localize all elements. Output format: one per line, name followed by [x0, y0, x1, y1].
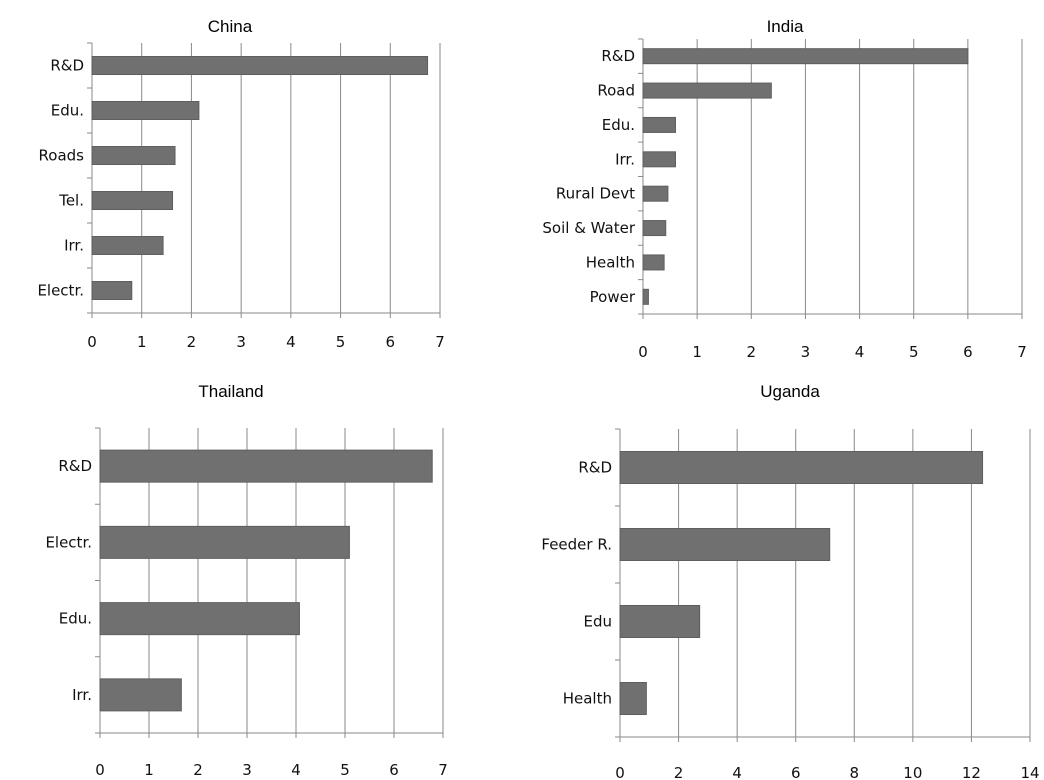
- india-x-tick-label: 6: [963, 343, 973, 361]
- uganda-bar: [619, 528, 831, 561]
- india-x-tick-label: 0: [638, 343, 648, 361]
- china-category-label: Roads: [39, 147, 85, 165]
- india-category-label: Irr.: [615, 150, 635, 168]
- china-x-tick-label: 7: [435, 333, 445, 351]
- uganda-x-tick-label: 8: [850, 764, 860, 780]
- uganda-category-label: R&D: [578, 459, 612, 477]
- india-bar: [642, 48, 969, 65]
- thailand-x-tick-label: 2: [193, 761, 203, 779]
- china-category-label: Electr.: [37, 282, 84, 300]
- india-x-tick-label: 3: [801, 343, 811, 361]
- thailand-x-tick-label: 5: [340, 761, 350, 779]
- china-x-tick-label: 5: [336, 333, 346, 351]
- india-category-label: Health: [586, 253, 635, 271]
- china-bar: [91, 191, 174, 210]
- thailand-bar: [99, 449, 433, 483]
- thailand-bar: [99, 602, 300, 636]
- india-bar: [642, 288, 649, 305]
- china-bar: [91, 146, 176, 165]
- thailand-x-tick-label: 1: [144, 761, 154, 779]
- thailand-category-label: R&D: [58, 457, 92, 475]
- china-category-label: Tel.: [58, 192, 84, 210]
- china-category-label: R&D: [50, 57, 84, 75]
- thailand-category-label: Electr.: [45, 533, 92, 551]
- india-category-label: Soil & Water: [542, 219, 635, 237]
- thailand-x-tick-label: 7: [438, 761, 448, 779]
- china-x-tick-label: 1: [137, 333, 147, 351]
- thailand-category-label: Irr.: [72, 686, 92, 704]
- india-bar: [642, 151, 676, 168]
- china-bar: [91, 281, 133, 300]
- china-bar: [91, 56, 429, 75]
- uganda-x-tick-label: 2: [674, 764, 684, 780]
- india-x-tick-label: 2: [747, 343, 757, 361]
- china-category-label: Edu.: [51, 102, 84, 120]
- india-bar: [642, 116, 676, 133]
- thailand-x-tick-label: 3: [242, 761, 252, 779]
- india-chart-title: India: [767, 17, 804, 36]
- thailand-bar: [99, 525, 350, 559]
- india-category-label: Rural Devt: [556, 185, 635, 203]
- india-x-tick-label: 4: [855, 343, 865, 361]
- uganda-category-label: Edu: [583, 613, 612, 631]
- china-x-tick-label: 6: [386, 333, 396, 351]
- china-category-label: Irr.: [64, 237, 84, 255]
- india-x-tick-label: 7: [1017, 343, 1027, 361]
- india-x-tick-label: 1: [692, 343, 702, 361]
- uganda-category-label: Health: [563, 690, 612, 708]
- china-x-tick-label: 0: [87, 333, 97, 351]
- uganda-category-label: Feeder R.: [541, 536, 612, 554]
- uganda-bar: [619, 682, 647, 715]
- uganda-bar: [619, 605, 701, 638]
- thailand-category-label: Edu.: [59, 610, 92, 628]
- china-chart-title: China: [208, 17, 253, 36]
- uganda-chart-title: Uganda: [760, 382, 820, 401]
- uganda-bar: [619, 451, 984, 484]
- uganda-x-tick-label: 6: [791, 764, 801, 780]
- uganda-x-tick-label: 4: [732, 764, 742, 780]
- uganda-x-tick-label: 14: [1020, 764, 1039, 780]
- thailand-bar: [99, 678, 182, 712]
- thailand-chart-title: Thailand: [198, 382, 263, 401]
- india-bar: [642, 185, 669, 202]
- thailand-x-tick-label: 4: [291, 761, 301, 779]
- uganda-x-tick-label: 0: [615, 764, 625, 780]
- china-x-tick-label: 2: [187, 333, 197, 351]
- india-bar: [642, 82, 772, 99]
- china-bar: [91, 236, 164, 255]
- thailand-x-tick-label: 6: [389, 761, 399, 779]
- uganda-x-tick-label: 12: [962, 764, 981, 780]
- india-bar: [642, 220, 667, 237]
- india-category-label: Road: [597, 82, 635, 100]
- thailand-x-tick-label: 0: [95, 761, 105, 779]
- india-category-label: Edu.: [602, 116, 635, 134]
- india-x-tick-label: 5: [909, 343, 919, 361]
- uganda-x-tick-label: 10: [903, 764, 922, 780]
- china-x-tick-label: 3: [236, 333, 246, 351]
- india-category-label: Power: [590, 288, 636, 306]
- china-x-tick-label: 4: [286, 333, 296, 351]
- china-bar: [91, 101, 200, 120]
- india-category-label: R&D: [601, 47, 635, 65]
- india-bar: [642, 254, 665, 271]
